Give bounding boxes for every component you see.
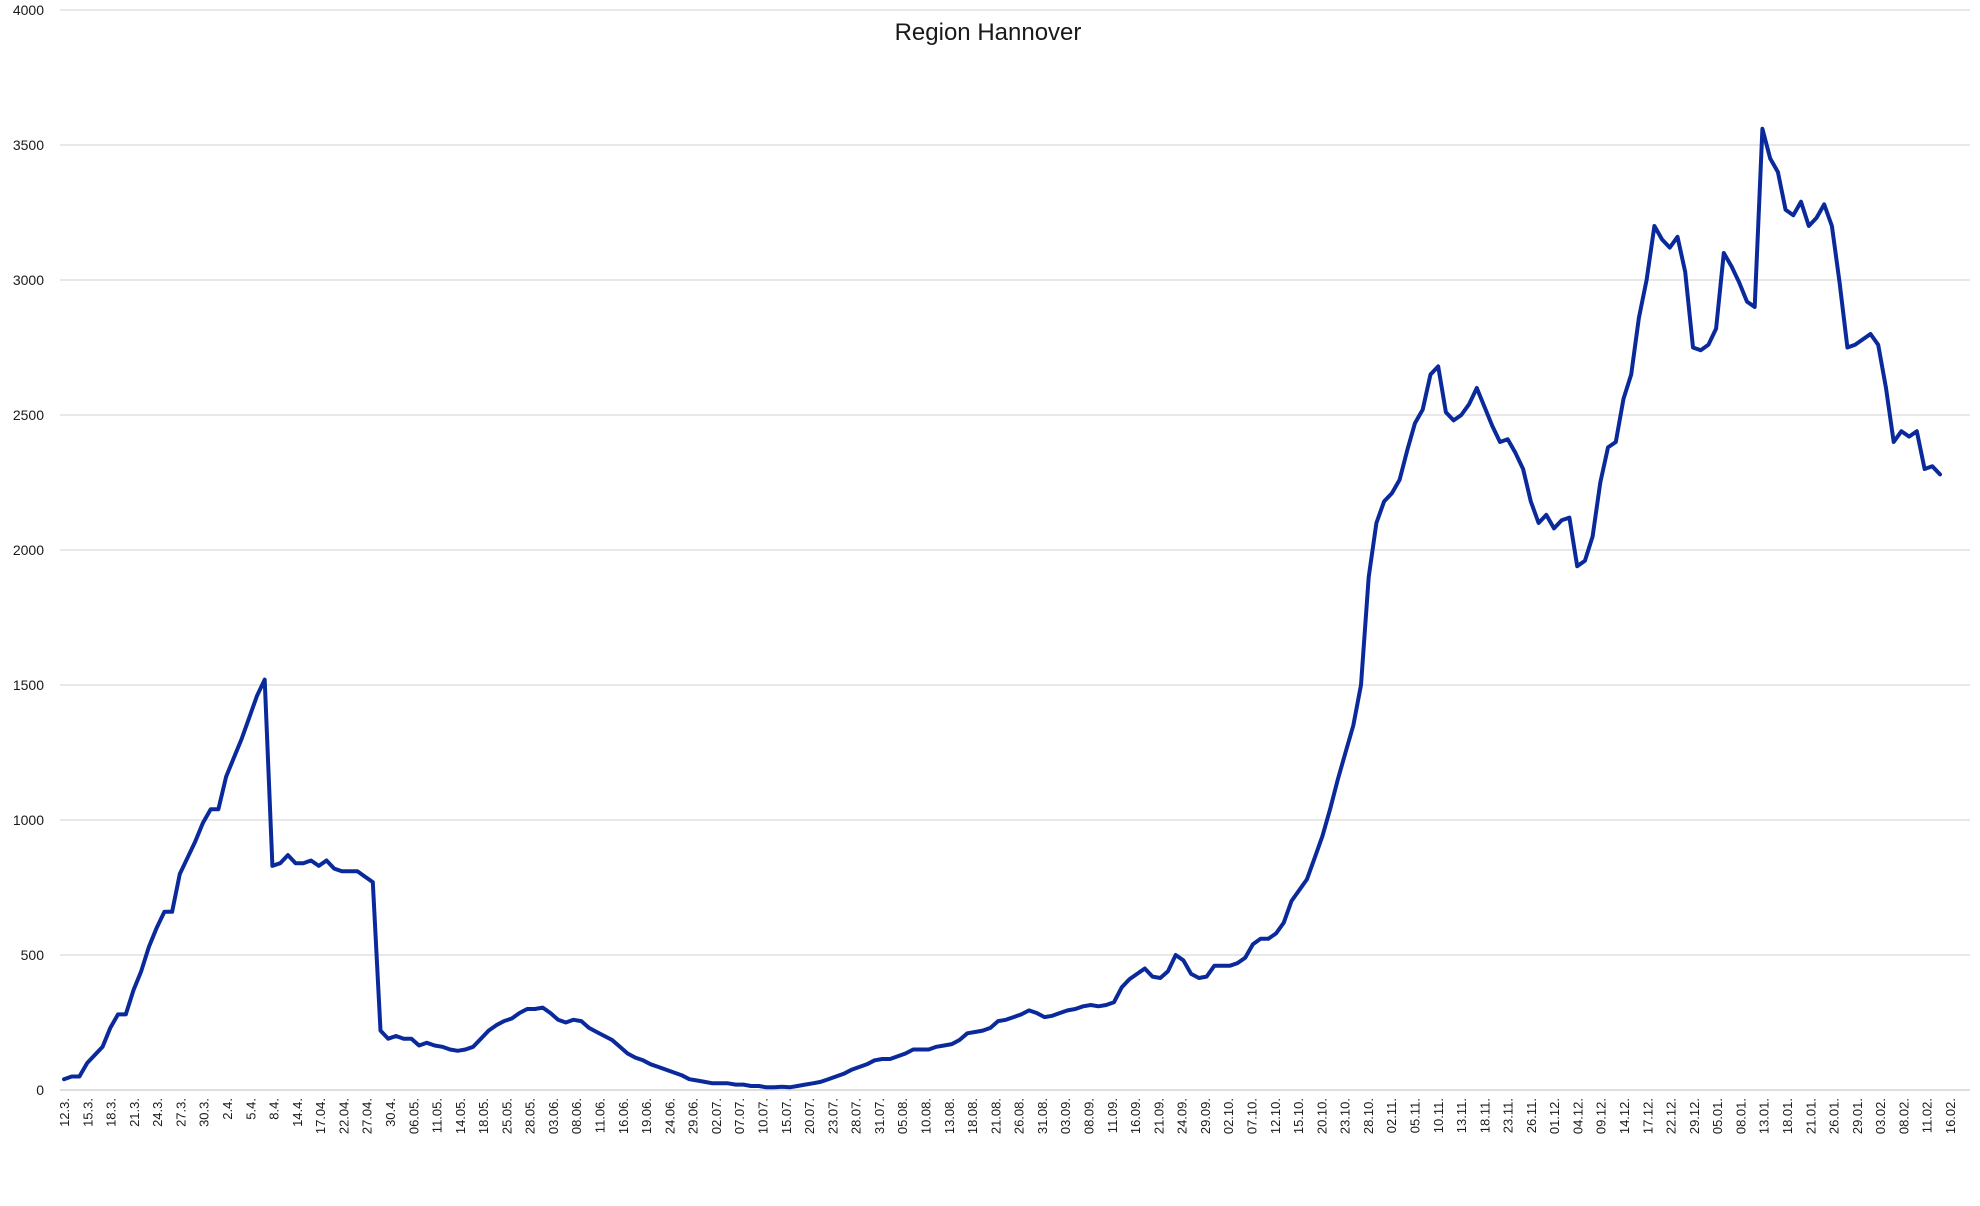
x-tick-label: 31.07. <box>872 1098 887 1134</box>
x-tick-label: 11.09. <box>1105 1098 1120 1133</box>
x-tick-label: 08.01. <box>1733 1098 1748 1134</box>
x-tick-label: 14.05. <box>453 1098 468 1134</box>
x-tick-label: 30.3. <box>197 1098 212 1127</box>
x-tick-label: 10.07. <box>756 1098 771 1134</box>
x-tick-label: 03.06. <box>546 1098 561 1134</box>
x-tick-label: 11.02. <box>1920 1098 1935 1133</box>
x-tick-label: 22.04. <box>336 1098 351 1134</box>
x-tick-label: 2.4. <box>220 1098 235 1120</box>
x-tick-label: 11.06. <box>593 1098 608 1133</box>
y-tick-label: 2500 <box>13 407 44 423</box>
x-tick-label: 06.05. <box>406 1098 421 1134</box>
x-tick-label: 21.09. <box>1151 1098 1166 1134</box>
x-tick-label: 11.05. <box>430 1098 445 1133</box>
x-tick-label: 02.10. <box>1221 1098 1236 1134</box>
x-tick-label: 18.01. <box>1780 1098 1795 1134</box>
x-tick-label: 03.09. <box>1058 1098 1073 1134</box>
gridlines <box>60 9 1970 1091</box>
x-tick-label: 07.10. <box>1244 1098 1259 1134</box>
x-tick-label: 31.08. <box>1035 1098 1050 1134</box>
x-tick-label: 02.07. <box>709 1098 724 1134</box>
x-tick-label: 30.4. <box>383 1098 398 1127</box>
x-tick-label: 23.11. <box>1501 1098 1516 1133</box>
x-tick-label: 02.11. <box>1384 1098 1399 1133</box>
x-tick-label: 03.02. <box>1873 1098 1888 1134</box>
y-tick-label: 4000 <box>13 2 44 18</box>
x-axis-tick-labels: 12.3. 15.3. 18.3. 21.3. 24.3. 27.3. 30.3. 2.4. 5… <box>57 1098 1958 1134</box>
x-tick-label: 24.3. <box>150 1098 165 1127</box>
x-tick-label: 18.08. <box>965 1098 980 1134</box>
x-tick-label: 01.12. <box>1547 1098 1562 1134</box>
x-tick-label: 05.11. <box>1407 1098 1422 1133</box>
x-tick-label: 13.11. <box>1454 1098 1469 1133</box>
x-tick-label: 28.10. <box>1361 1098 1376 1134</box>
x-tick-label: 13.08. <box>942 1098 957 1134</box>
y-tick-label: 0 <box>36 1082 44 1098</box>
y-tick-label: 500 <box>21 947 45 963</box>
x-tick-label: 16.06. <box>616 1098 631 1134</box>
x-tick-label: 21.01. <box>1803 1098 1818 1134</box>
x-tick-label: 22.12. <box>1664 1098 1679 1134</box>
x-tick-label: 15.3. <box>80 1098 95 1127</box>
x-tick-label: 26.08. <box>1012 1098 1027 1134</box>
x-tick-label: 19.06. <box>639 1098 654 1134</box>
x-tick-label: 21.08. <box>988 1098 1003 1134</box>
x-tick-label: 20.10. <box>1314 1098 1329 1134</box>
y-tick-label: 1500 <box>13 677 44 693</box>
y-tick-label: 1000 <box>13 812 44 828</box>
series-line <box>62 126 1942 1090</box>
x-tick-label: 27.04. <box>360 1098 375 1134</box>
x-tick-label: 8.4. <box>267 1098 282 1120</box>
y-tick-label: 2000 <box>13 542 44 558</box>
x-tick-label: 05.01. <box>1710 1098 1725 1134</box>
x-tick-label: 26.11. <box>1524 1098 1539 1133</box>
x-tick-label: 18.05. <box>476 1098 491 1134</box>
x-tick-label: 14.4. <box>290 1098 305 1127</box>
x-tick-label: 23.10. <box>1338 1098 1353 1134</box>
chart-title: Region Hannover <box>895 19 1082 46</box>
x-tick-label: 21.3. <box>127 1098 142 1127</box>
x-tick-label: 17.04. <box>313 1098 328 1134</box>
y-axis-tick-labels: 0 500 1000 1500 2000 2500 3000 3500 4000 <box>13 2 44 1098</box>
x-tick-label: 08.06. <box>569 1098 584 1134</box>
x-tick-label: 15.10. <box>1291 1098 1306 1134</box>
x-tick-label: 12.10. <box>1268 1098 1283 1134</box>
x-tick-label: 07.07. <box>732 1098 747 1134</box>
x-tick-label: 18.11. <box>1477 1098 1492 1133</box>
y-tick-label: 3000 <box>13 272 44 288</box>
x-tick-label: 28.07. <box>849 1098 864 1134</box>
x-tick-label: 18.3. <box>104 1098 119 1127</box>
x-tick-label: 5.4. <box>243 1098 258 1120</box>
x-tick-label: 08.02. <box>1896 1098 1911 1134</box>
x-tick-label: 17.12. <box>1640 1098 1655 1134</box>
x-tick-label: 16.02. <box>1943 1098 1958 1134</box>
x-tick-label: 24.09. <box>1175 1098 1190 1134</box>
x-tick-label: 10.11. <box>1431 1098 1446 1133</box>
x-tick-label: 28.05. <box>523 1098 538 1134</box>
x-tick-label: 10.08. <box>919 1098 934 1134</box>
x-tick-label: 29.01. <box>1850 1098 1865 1134</box>
x-tick-label: 13.01. <box>1757 1098 1772 1134</box>
x-tick-label: 20.07. <box>802 1098 817 1134</box>
y-tick-label: 3500 <box>13 137 44 153</box>
x-tick-label: 24.06. <box>662 1098 677 1134</box>
x-tick-label: 05.08. <box>895 1098 910 1134</box>
series-layer <box>62 126 1942 1090</box>
x-tick-label: 04.12. <box>1570 1098 1585 1134</box>
x-tick-label: 08.09. <box>1081 1098 1096 1134</box>
x-tick-label: 09.12. <box>1594 1098 1609 1134</box>
x-tick-label: 29.09. <box>1198 1098 1213 1134</box>
x-tick-label: 29.06. <box>686 1098 701 1134</box>
x-tick-label: 12.3. <box>57 1098 72 1127</box>
x-tick-label: 26.01. <box>1827 1098 1842 1134</box>
x-tick-label: 14.12. <box>1617 1098 1632 1134</box>
x-tick-label: 29.12. <box>1687 1098 1702 1134</box>
x-tick-label: 15.07. <box>779 1098 794 1134</box>
x-tick-label: 25.05. <box>499 1098 514 1134</box>
x-tick-label: 16.09. <box>1128 1098 1143 1134</box>
x-tick-label: 23.07. <box>825 1098 840 1134</box>
x-tick-label: 27.3. <box>173 1098 188 1127</box>
